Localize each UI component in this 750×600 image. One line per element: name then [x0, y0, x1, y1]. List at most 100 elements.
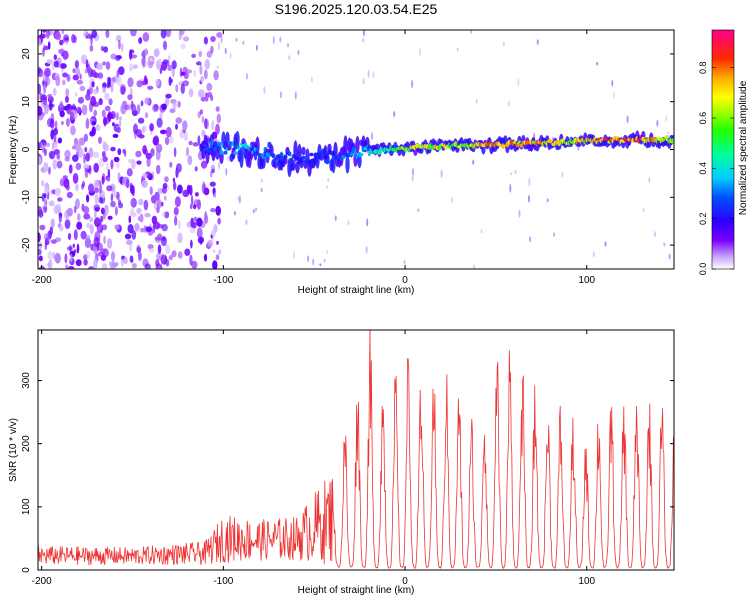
noise-cell — [124, 233, 132, 240]
noise-cell — [63, 178, 70, 189]
noise-cell — [190, 217, 194, 228]
noise-cell — [38, 142, 42, 150]
noise-cell — [102, 86, 107, 94]
noise-cell — [142, 145, 148, 154]
noise-cell — [104, 105, 111, 112]
noise-cell — [136, 104, 141, 115]
streak-cell — [255, 207, 257, 212]
noise-cell — [67, 232, 72, 241]
noise-cell — [61, 121, 64, 125]
noise-cell — [107, 215, 113, 220]
noise-cell — [48, 150, 56, 160]
ridge-core-cell — [325, 158, 330, 165]
noise-cell — [43, 45, 49, 51]
noise-cell — [164, 195, 167, 201]
streak-cell — [319, 263, 322, 267]
noise-cell — [168, 254, 173, 261]
noise-cell — [70, 105, 77, 110]
noise-cell — [127, 224, 134, 234]
noise-cell — [180, 83, 185, 95]
noise-cell — [144, 112, 149, 119]
streak-cell — [252, 209, 255, 214]
noise-cell — [144, 48, 148, 56]
streak-cell — [592, 251, 595, 258]
noise-cell — [74, 198, 80, 210]
noise-cell — [182, 120, 188, 131]
noise-cell — [93, 109, 97, 117]
streak-cell — [518, 209, 521, 218]
noise-cell — [61, 30, 65, 35]
noise-cell — [146, 157, 151, 168]
ridge-core-cell — [301, 155, 306, 160]
noise-cell — [93, 162, 99, 173]
noise-cell — [39, 224, 46, 231]
noise-cell — [156, 198, 162, 210]
noise-cell — [72, 74, 80, 81]
streak-cell — [553, 232, 555, 237]
noise-cell — [106, 176, 111, 182]
x-tick-label: 100 — [578, 275, 595, 286]
noise-cell — [162, 211, 166, 218]
noise-cell — [130, 184, 135, 195]
noise-cell — [72, 68, 76, 74]
noise-cell — [86, 222, 91, 229]
noise-cell — [44, 242, 47, 250]
ridge-core-cell — [255, 147, 260, 152]
noise-cell — [136, 80, 143, 88]
noise-cell — [128, 215, 132, 224]
noise-cell — [44, 67, 51, 78]
noise-cell — [112, 122, 115, 127]
noise-cell — [53, 149, 60, 155]
noise-cell — [75, 162, 82, 171]
noise-cell — [38, 255, 43, 262]
noise-cell — [192, 142, 200, 147]
streak-cell — [310, 76, 313, 83]
noise-cell — [155, 164, 161, 175]
noise-cell — [48, 200, 55, 207]
noise-cell — [200, 96, 206, 102]
colorbar: 0.0 0.2 0.4 0.6 0.8 Normalized spectral ampl… — [698, 29, 749, 275]
noise-cell — [172, 101, 177, 110]
noise-cell — [102, 82, 107, 89]
noise-cell — [84, 147, 88, 153]
noise-cell — [169, 161, 173, 168]
streak-cell — [536, 39, 539, 46]
noise-cell — [55, 75, 61, 87]
colorbar-tick-label: 0.8 — [698, 61, 708, 74]
streak-cell — [502, 41, 505, 47]
noise-cell — [63, 34, 69, 41]
noise-cell — [47, 250, 53, 260]
streak-cell — [403, 260, 406, 265]
noise-cell — [191, 53, 197, 59]
noise-cell — [94, 193, 99, 205]
noise-cell — [164, 176, 169, 183]
streak-cell — [279, 91, 282, 99]
noise-cell — [118, 39, 121, 50]
noise-cell — [165, 126, 172, 138]
noise-cell — [133, 123, 138, 135]
noise-cell — [136, 207, 142, 215]
chart-title: S196.2025.120.03.54.E25 — [275, 1, 438, 17]
noise-cell — [144, 263, 151, 269]
noise-cell — [111, 190, 118, 198]
noise-cell — [184, 248, 191, 256]
colorbar-ticks: 0.0 0.2 0.4 0.6 0.8 — [698, 61, 734, 275]
noise-cell — [203, 36, 208, 45]
noise-cell — [155, 149, 161, 161]
noise-cell — [159, 68, 163, 75]
noise-cell — [97, 72, 104, 79]
x-tick-label: -100 — [213, 576, 233, 587]
noise-cell — [107, 238, 113, 249]
noise-cell — [165, 243, 171, 255]
streak-cell — [326, 250, 329, 254]
noise-cell — [164, 136, 170, 146]
streak-cell — [245, 72, 248, 80]
snr-series-line — [38, 330, 674, 569]
noise-cell — [185, 69, 193, 74]
ridge-core-cell — [349, 151, 354, 157]
noise-cell — [107, 77, 111, 88]
noise-cell — [53, 134, 57, 142]
noise-cell — [190, 195, 194, 206]
noise-cell — [74, 91, 78, 97]
streak-cell — [245, 219, 248, 226]
